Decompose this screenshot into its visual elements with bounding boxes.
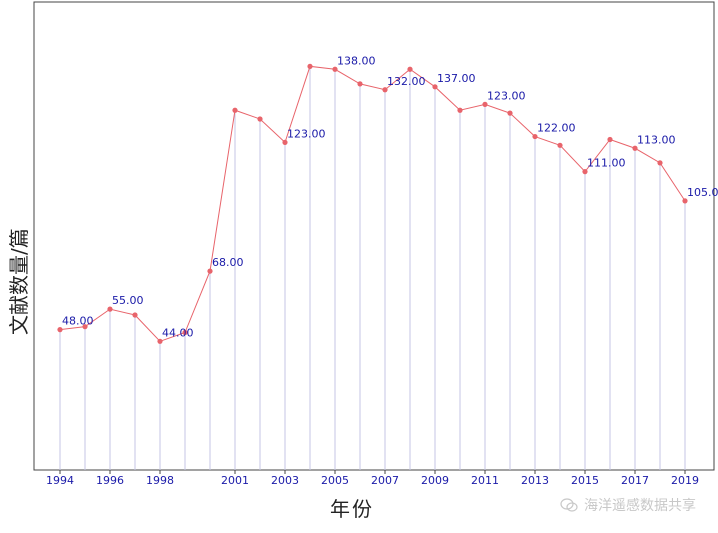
y-axis-label: 文献数量/篇	[7, 228, 31, 335]
x-tick-label: 1994	[46, 474, 74, 487]
data-label: 68.00	[212, 256, 244, 269]
watermark-text: 海洋遥感数据共享	[584, 498, 696, 514]
data-point	[157, 338, 163, 344]
data-label: 55.00	[112, 294, 144, 307]
data-point	[632, 145, 638, 151]
data-label: 137.00	[437, 72, 476, 85]
data-label: 122.00	[537, 122, 576, 135]
plot-frame	[33, 1, 715, 471]
data-point	[407, 66, 413, 72]
data-point	[207, 268, 213, 274]
series-line	[59, 65, 686, 342]
x-tick-label: 2015	[571, 474, 599, 487]
data-point	[507, 110, 513, 116]
x-tick-label: 2011	[471, 474, 499, 487]
x-tick-label: 2017	[621, 474, 649, 487]
data-point	[332, 66, 338, 72]
data-label: 44.00	[162, 326, 194, 339]
data-label: 132.00	[387, 75, 426, 88]
y-axis-label-text: 文献数量/篇	[7, 228, 31, 335]
data-label: 105.00	[687, 186, 718, 199]
x-tick-label: 2005	[321, 474, 349, 487]
data-label: 123.00	[287, 127, 326, 140]
data-label: 123.00	[487, 89, 526, 102]
x-axis-label: 年份	[330, 497, 374, 521]
data-label: 138.00	[337, 54, 376, 67]
x-tick-label: 2001	[221, 474, 249, 487]
wechat-icon	[560, 498, 578, 512]
data-point	[357, 81, 363, 87]
data-label: 113.00	[637, 133, 676, 146]
x-tick-label: 1998	[146, 474, 174, 487]
data-point	[607, 136, 613, 143]
data-point	[232, 107, 238, 113]
data-point	[582, 169, 588, 175]
data-label: 111.00	[587, 157, 626, 170]
data-point	[482, 101, 488, 107]
data-point	[532, 133, 538, 140]
data-point	[57, 327, 63, 333]
x-tick-label: 2013	[521, 474, 549, 487]
data-point	[382, 87, 388, 93]
x-tick-label: 2003	[271, 474, 299, 487]
data-point	[132, 312, 138, 318]
x-tick-label: 1996	[96, 474, 124, 487]
watermark: 海洋遥感数据共享	[560, 495, 696, 515]
data-point	[307, 63, 313, 69]
x-tick-label: 2019	[671, 474, 699, 487]
data-point	[682, 198, 688, 204]
data-point	[557, 142, 563, 148]
x-tick-label: 2007	[371, 474, 399, 487]
x-tick-label: 2009	[421, 474, 449, 487]
data-point	[107, 306, 113, 312]
data-point	[457, 107, 463, 113]
data-point	[82, 324, 88, 330]
data-point	[432, 84, 438, 90]
data-point	[257, 116, 263, 122]
data-point	[182, 329, 188, 336]
data-label: 48.00	[62, 315, 94, 328]
data-point	[282, 139, 288, 145]
data-point	[657, 160, 663, 166]
